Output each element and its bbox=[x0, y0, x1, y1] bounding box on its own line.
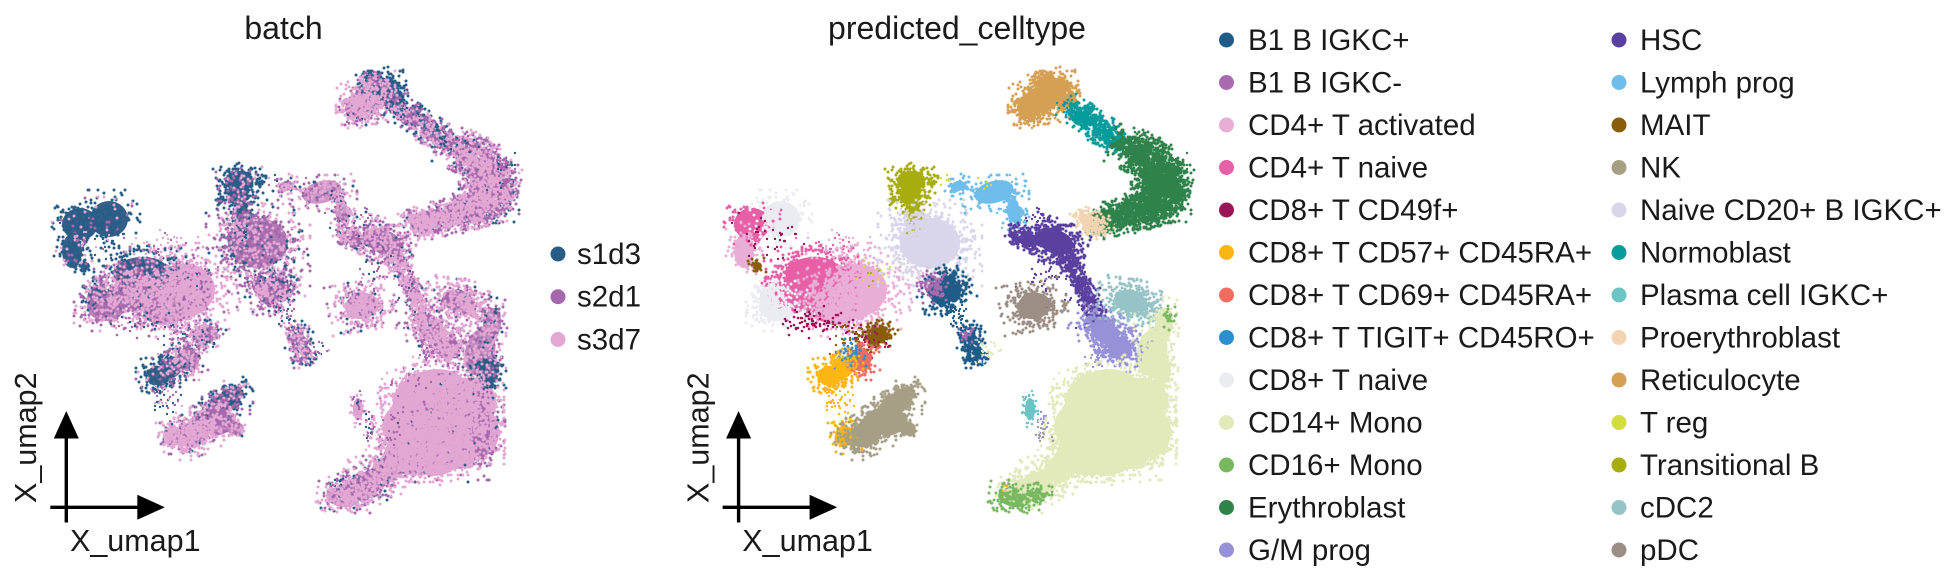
svg-text:CD4+ T activated: CD4+ T activated bbox=[1248, 109, 1476, 142]
svg-text:HSC: HSC bbox=[1640, 24, 1702, 57]
svg-text:s3d7: s3d7 bbox=[577, 323, 641, 356]
svg-text:cDC2: cDC2 bbox=[1640, 491, 1714, 524]
svg-text:pDC: pDC bbox=[1640, 534, 1699, 567]
svg-text:X_umap1: X_umap1 bbox=[70, 524, 201, 558]
svg-text:s2d1: s2d1 bbox=[577, 281, 641, 314]
svg-text:CD14+ Mono: CD14+ Mono bbox=[1248, 406, 1423, 439]
svg-text:NK: NK bbox=[1640, 151, 1681, 184]
svg-text:CD8+ T CD57+ CD45RA+: CD8+ T CD57+ CD45RA+ bbox=[1248, 236, 1592, 269]
svg-text:CD8+ T CD69+ CD45RA+: CD8+ T CD69+ CD45RA+ bbox=[1248, 279, 1592, 312]
svg-text:CD16+ Mono: CD16+ Mono bbox=[1248, 449, 1423, 482]
svg-text:T reg: T reg bbox=[1640, 406, 1708, 439]
svg-text:X_umap1: X_umap1 bbox=[742, 524, 873, 558]
svg-text:CD8+ T naive: CD8+ T naive bbox=[1248, 364, 1428, 397]
svg-text:s1d3: s1d3 bbox=[577, 238, 641, 271]
svg-text:Transitional B: Transitional B bbox=[1640, 449, 1819, 482]
svg-text:Normoblast: Normoblast bbox=[1640, 236, 1791, 269]
svg-text:Plasma cell IGKC+: Plasma cell IGKC+ bbox=[1640, 279, 1888, 312]
svg-text:batch: batch bbox=[244, 10, 322, 46]
svg-text:X_umap2: X_umap2 bbox=[9, 372, 43, 503]
svg-text:X_umap2: X_umap2 bbox=[681, 372, 715, 503]
svg-text:Lymph prog: Lymph prog bbox=[1640, 66, 1795, 99]
svg-text:G/M prog: G/M prog bbox=[1248, 534, 1371, 567]
svg-text:Erythroblast: Erythroblast bbox=[1248, 491, 1405, 524]
svg-text:CD8+ T TIGIT+ CD45RO+: CD8+ T TIGIT+ CD45RO+ bbox=[1248, 321, 1595, 354]
svg-text:Naive CD20+ B IGKC+: Naive CD20+ B IGKC+ bbox=[1640, 194, 1942, 227]
svg-text:CD8+ T CD49f+: CD8+ T CD49f+ bbox=[1248, 194, 1458, 227]
svg-text:CD4+ T naive: CD4+ T naive bbox=[1248, 151, 1428, 184]
svg-text:MAIT: MAIT bbox=[1640, 109, 1710, 142]
svg-text:B1 B IGKC-: B1 B IGKC- bbox=[1248, 66, 1402, 99]
svg-text:B1 B IGKC+: B1 B IGKC+ bbox=[1248, 24, 1410, 57]
svg-text:predicted_celltype: predicted_celltype bbox=[828, 10, 1086, 46]
svg-text:Reticulocyte: Reticulocyte bbox=[1640, 364, 1801, 397]
svg-text:Proerythroblast: Proerythroblast bbox=[1640, 321, 1840, 354]
